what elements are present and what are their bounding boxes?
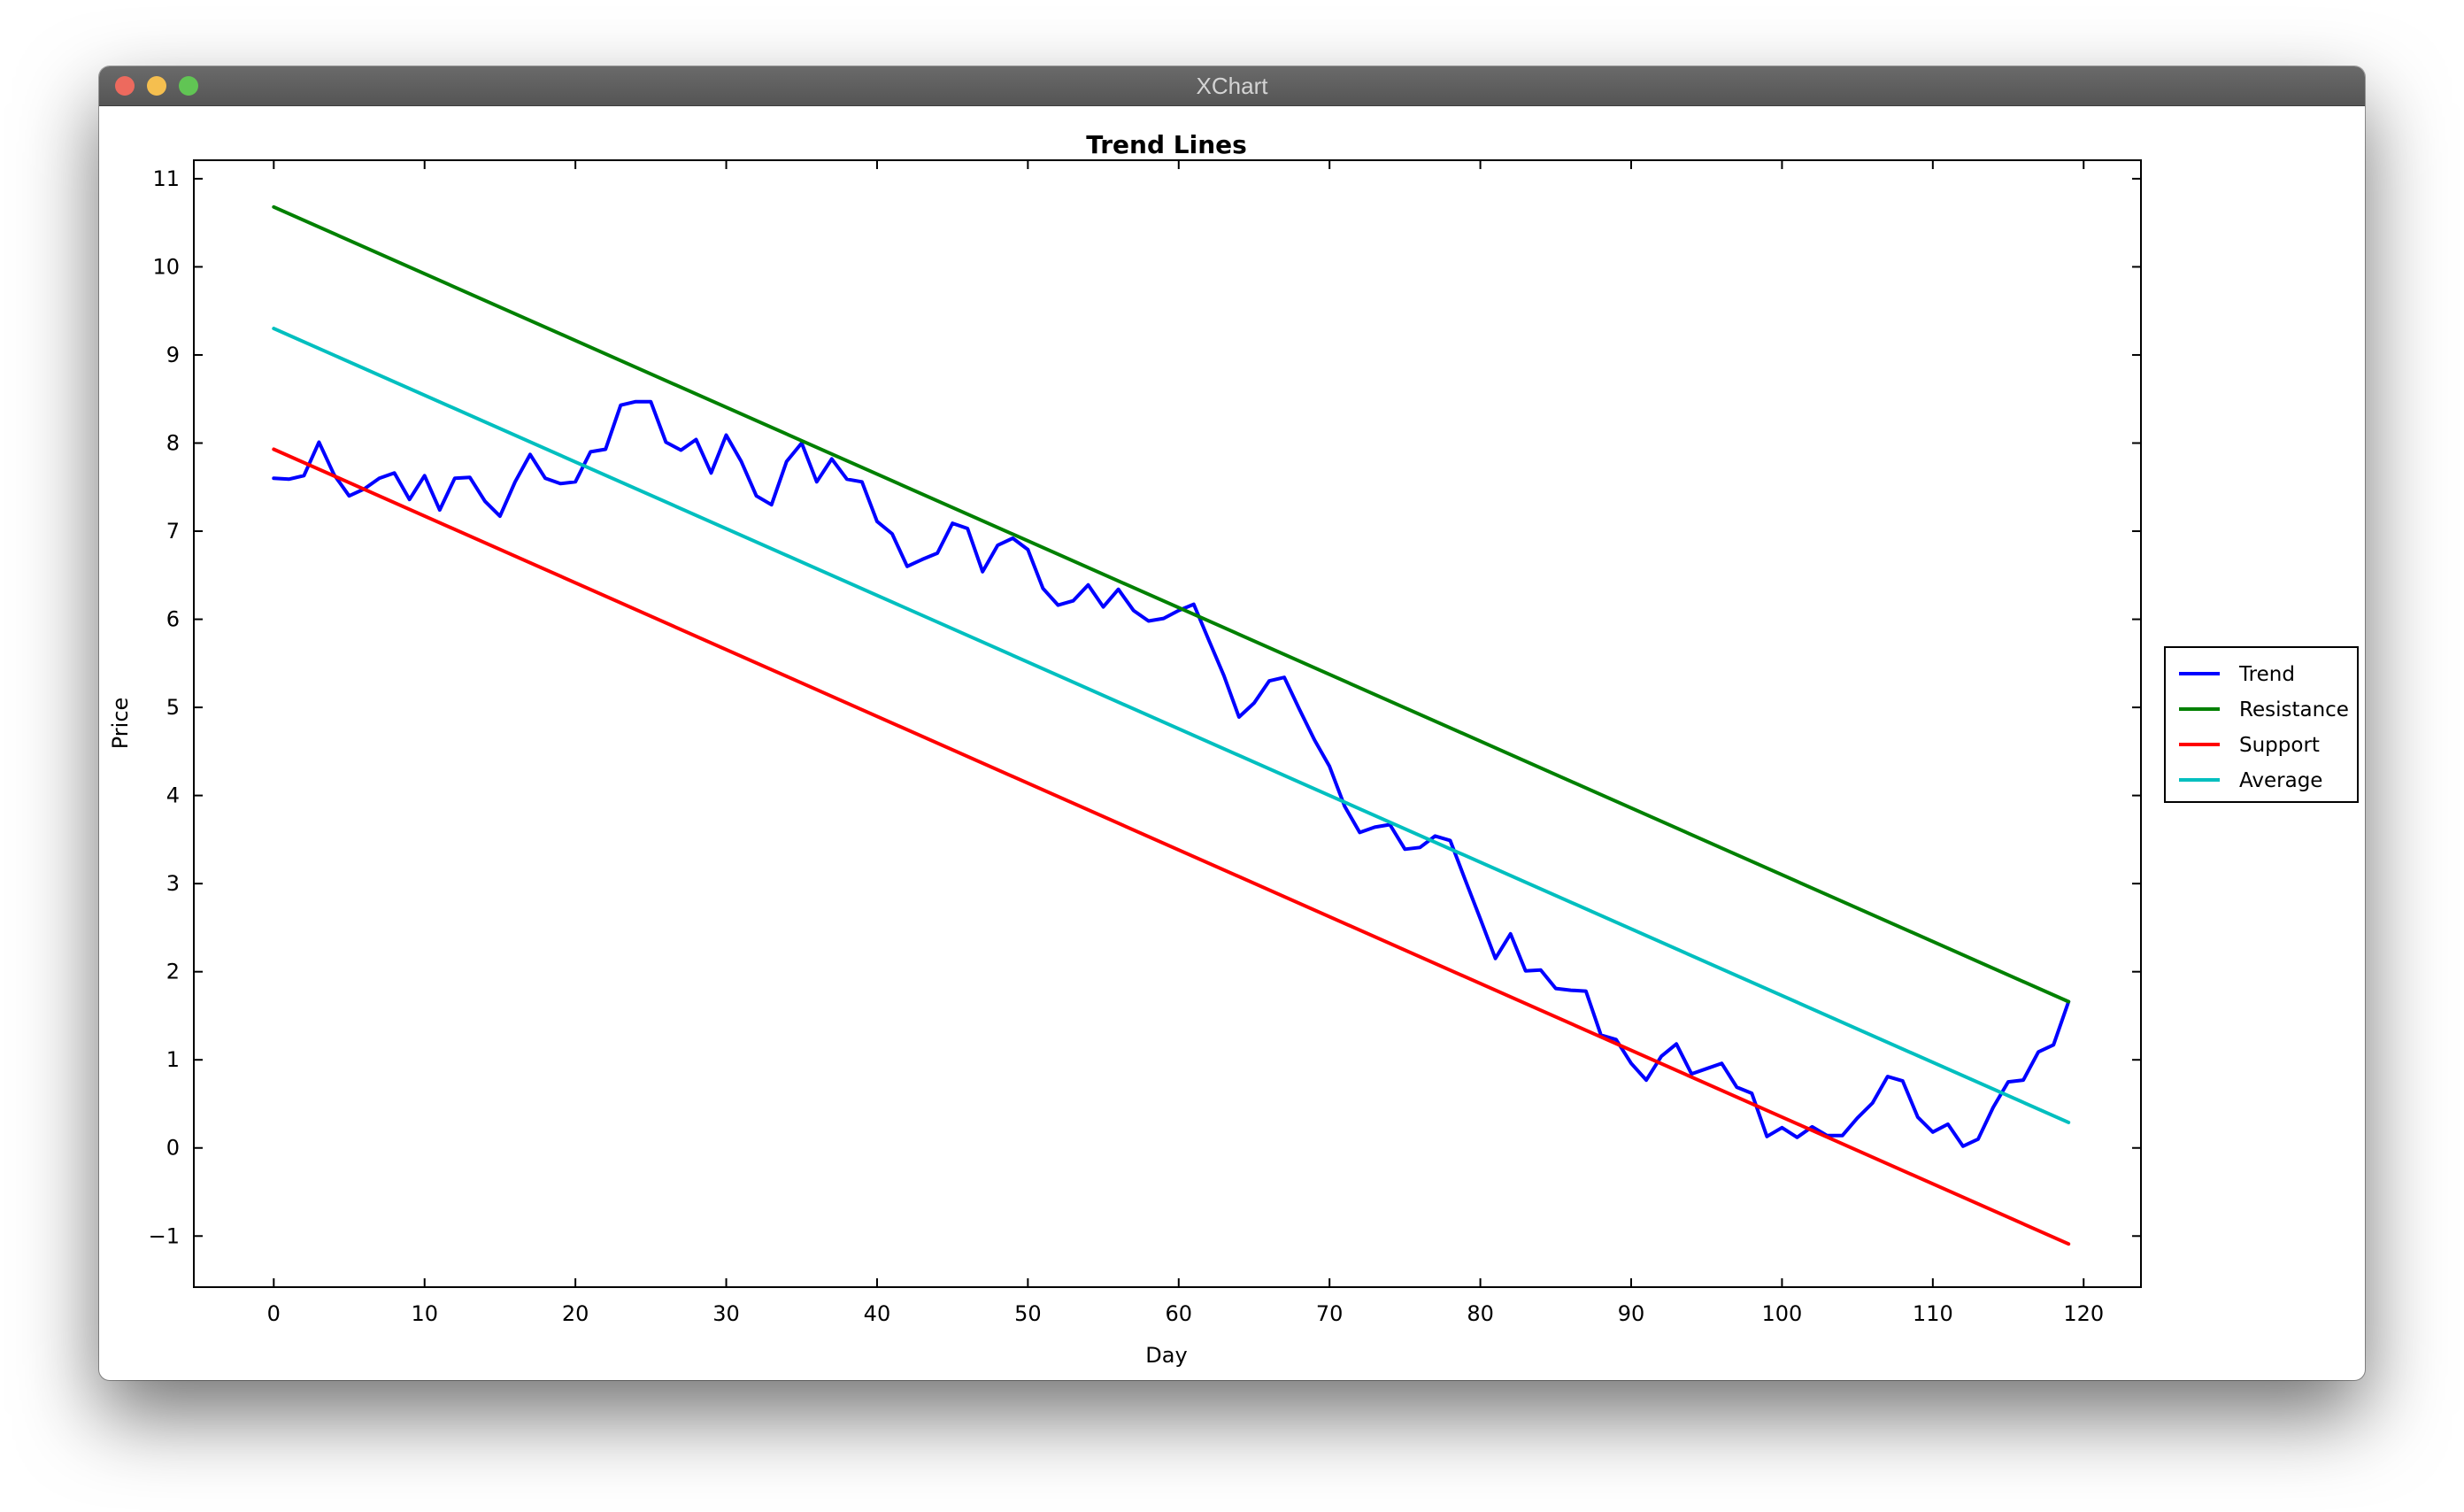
y-tick-label: 1 xyxy=(166,1047,180,1072)
y-axis-label: Price xyxy=(108,698,133,750)
y-tick-label: 2 xyxy=(166,960,180,984)
y-tick-label: 6 xyxy=(166,607,180,632)
x-tick-label: 50 xyxy=(1014,1301,1042,1326)
x-tick-label: 120 xyxy=(2063,1301,2104,1326)
series-line-resistance xyxy=(272,204,2071,1004)
series-lines xyxy=(272,204,2071,1246)
title-bar: XChart xyxy=(99,66,2365,106)
x-tick-label: 60 xyxy=(1166,1301,1193,1326)
app-window: XChart Trend Lines 0 10 20 30 40 50 60 70 80 90 10… xyxy=(99,66,2365,1380)
y-tick-label: 7 xyxy=(166,519,180,544)
minimize-button[interactable] xyxy=(147,76,166,96)
legend: Trend Resistance Support Average xyxy=(2164,646,2359,803)
x-tick-label: 70 xyxy=(1316,1301,1344,1326)
series-line-support xyxy=(272,447,2071,1246)
x-tick-label: 80 xyxy=(1467,1301,1494,1326)
x-tick-label: 0 xyxy=(267,1301,281,1326)
y-tick-label: −1 xyxy=(149,1223,180,1248)
x-axis-ticks: 0 10 20 30 40 50 60 70 80 90 100 110 120 xyxy=(267,160,2104,1326)
x-axis-label: Day xyxy=(1145,1343,1187,1368)
legend-label-average: Average xyxy=(2239,769,2322,792)
x-tick-label: 100 xyxy=(1762,1301,1803,1326)
y-tick-label: 11 xyxy=(152,166,180,191)
window-title: XChart xyxy=(1196,73,1268,99)
legend-label-resistance: Resistance xyxy=(2239,698,2349,721)
x-tick-label: 10 xyxy=(411,1301,438,1326)
y-axis-ticks: −1 0 1 2 3 4 5 6 7 8 9 10 11 xyxy=(149,166,2141,1248)
y-tick-label: 5 xyxy=(166,695,180,720)
x-tick-label: 40 xyxy=(864,1301,891,1326)
y-tick-label: 4 xyxy=(166,783,180,808)
series-line-average xyxy=(272,327,2071,1124)
series-line-trend xyxy=(272,399,2071,1148)
plot-frame xyxy=(193,159,2142,1288)
x-tick-label: 20 xyxy=(562,1301,589,1326)
chart-title: Trend Lines xyxy=(1086,130,1247,159)
x-tick-label: 110 xyxy=(1913,1301,1953,1326)
x-tick-label: 30 xyxy=(712,1301,740,1326)
chart: Trend Lines 0 10 20 30 40 50 60 70 80 90 100 110 120… xyxy=(108,130,2359,1368)
y-tick-label: 9 xyxy=(166,343,180,367)
legend-label-support: Support xyxy=(2239,734,2320,757)
zoom-button[interactable] xyxy=(179,76,198,96)
legend-label-trend: Trend xyxy=(2238,663,2295,686)
y-tick-label: 10 xyxy=(152,254,180,279)
y-tick-label: 8 xyxy=(166,430,180,455)
close-button[interactable] xyxy=(115,76,135,96)
y-tick-label: 3 xyxy=(166,871,180,896)
x-tick-label: 90 xyxy=(1618,1301,1645,1326)
y-tick-label: 0 xyxy=(166,1136,180,1161)
